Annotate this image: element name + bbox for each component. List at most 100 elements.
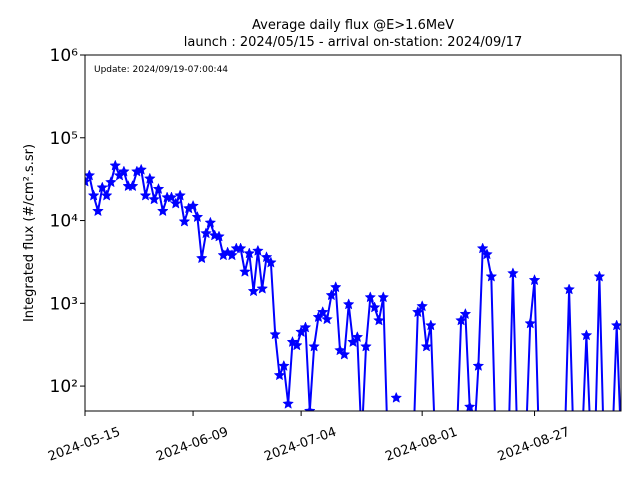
data-point (424, 319, 437, 331)
data-point (187, 199, 199, 211)
data-point (338, 348, 351, 360)
data-point (411, 306, 424, 318)
x-tick-label: 2024-07-04 (262, 425, 338, 465)
data-point (135, 163, 148, 175)
data-point (100, 189, 113, 201)
data-point (329, 281, 342, 293)
data-point (87, 189, 100, 201)
data-point (109, 159, 122, 171)
data-point (364, 291, 377, 303)
chart-subtitle: launch : 2024/05/15 - arrival on-station… (184, 35, 522, 50)
data-point (308, 340, 320, 352)
chart-title: Average daily flux @E>1.6MeV (252, 18, 454, 33)
data-point (118, 165, 130, 177)
data-point (204, 216, 217, 228)
data-point (152, 182, 165, 195)
data-point (264, 256, 277, 268)
data-point (390, 391, 403, 403)
data-point (96, 181, 109, 193)
y-axis-label: Integrated flux (#/cm².s.sr) (22, 144, 37, 322)
data-point (126, 180, 139, 192)
data-point (156, 204, 169, 217)
data-point (321, 313, 333, 325)
data-point (563, 283, 576, 295)
data-point (247, 285, 260, 297)
plot-area (85, 159, 626, 446)
x-tick-label: 2024-05-15 (46, 425, 122, 465)
y-tick-label: 10⁵ (50, 129, 78, 149)
data-point (485, 270, 498, 282)
data-point (586, 436, 597, 446)
data-point (299, 321, 312, 333)
data-point (303, 404, 316, 411)
data-point (169, 197, 182, 209)
data-point (148, 193, 161, 205)
data-point (577, 436, 587, 446)
data-point (416, 300, 429, 312)
data-point (616, 436, 626, 446)
data-point (273, 369, 286, 381)
data-point (139, 189, 152, 201)
x-tick-label: 2024-08-01 (383, 425, 459, 465)
data-point (469, 436, 480, 446)
data-point (226, 249, 238, 261)
data-point (463, 400, 476, 411)
data-point (269, 328, 282, 340)
data-point (191, 210, 204, 223)
data-point (360, 340, 372, 352)
y-tick-label: 10³ (50, 294, 78, 314)
data-point (476, 242, 489, 254)
data-point (213, 230, 225, 242)
y-tick-label: 10⁴ (50, 212, 79, 232)
data-point (290, 339, 303, 351)
data-point (593, 270, 606, 282)
x-tick-label: 2024-08-27 (496, 425, 572, 465)
y-tick-label: 10⁶ (50, 46, 79, 66)
data-point (239, 265, 251, 277)
data-point (455, 314, 467, 326)
data-point (85, 175, 91, 187)
data-point (373, 314, 385, 326)
data-point (256, 282, 269, 294)
data-point (599, 436, 609, 446)
data-point (459, 307, 472, 320)
data-point (143, 172, 156, 184)
x-tick-label: 2024-06-09 (154, 425, 230, 465)
data-point (174, 189, 186, 201)
data-point (590, 436, 601, 446)
data-point (165, 191, 178, 203)
annotation: Update: 2024/09/19-07:00:44 (94, 65, 228, 75)
data-point (368, 301, 381, 313)
data-point (243, 247, 256, 259)
data-point (507, 267, 519, 279)
data-point (382, 436, 393, 446)
y-tick-label: 10² (50, 377, 78, 397)
data-point (481, 248, 493, 260)
data-point (200, 227, 212, 239)
data-point (195, 252, 208, 264)
data-point (356, 436, 367, 446)
data-point (347, 335, 359, 348)
data-point (277, 359, 290, 371)
data-point (260, 251, 273, 263)
data-point (490, 436, 501, 446)
data-point (580, 329, 593, 341)
data-point (420, 340, 433, 352)
axes-frame (84, 54, 622, 412)
data-point (312, 311, 325, 323)
data-point (92, 204, 104, 217)
data-point (234, 242, 247, 254)
data-point (316, 306, 329, 318)
data-point (252, 244, 264, 256)
data-point (607, 436, 618, 446)
data-point (351, 331, 364, 343)
data-point (524, 317, 537, 329)
data-point (282, 397, 295, 409)
data-point (105, 176, 117, 188)
data-point (342, 298, 355, 310)
data-point (377, 291, 390, 303)
data-point (178, 215, 191, 227)
data-point (472, 359, 485, 371)
data-point (528, 274, 541, 286)
